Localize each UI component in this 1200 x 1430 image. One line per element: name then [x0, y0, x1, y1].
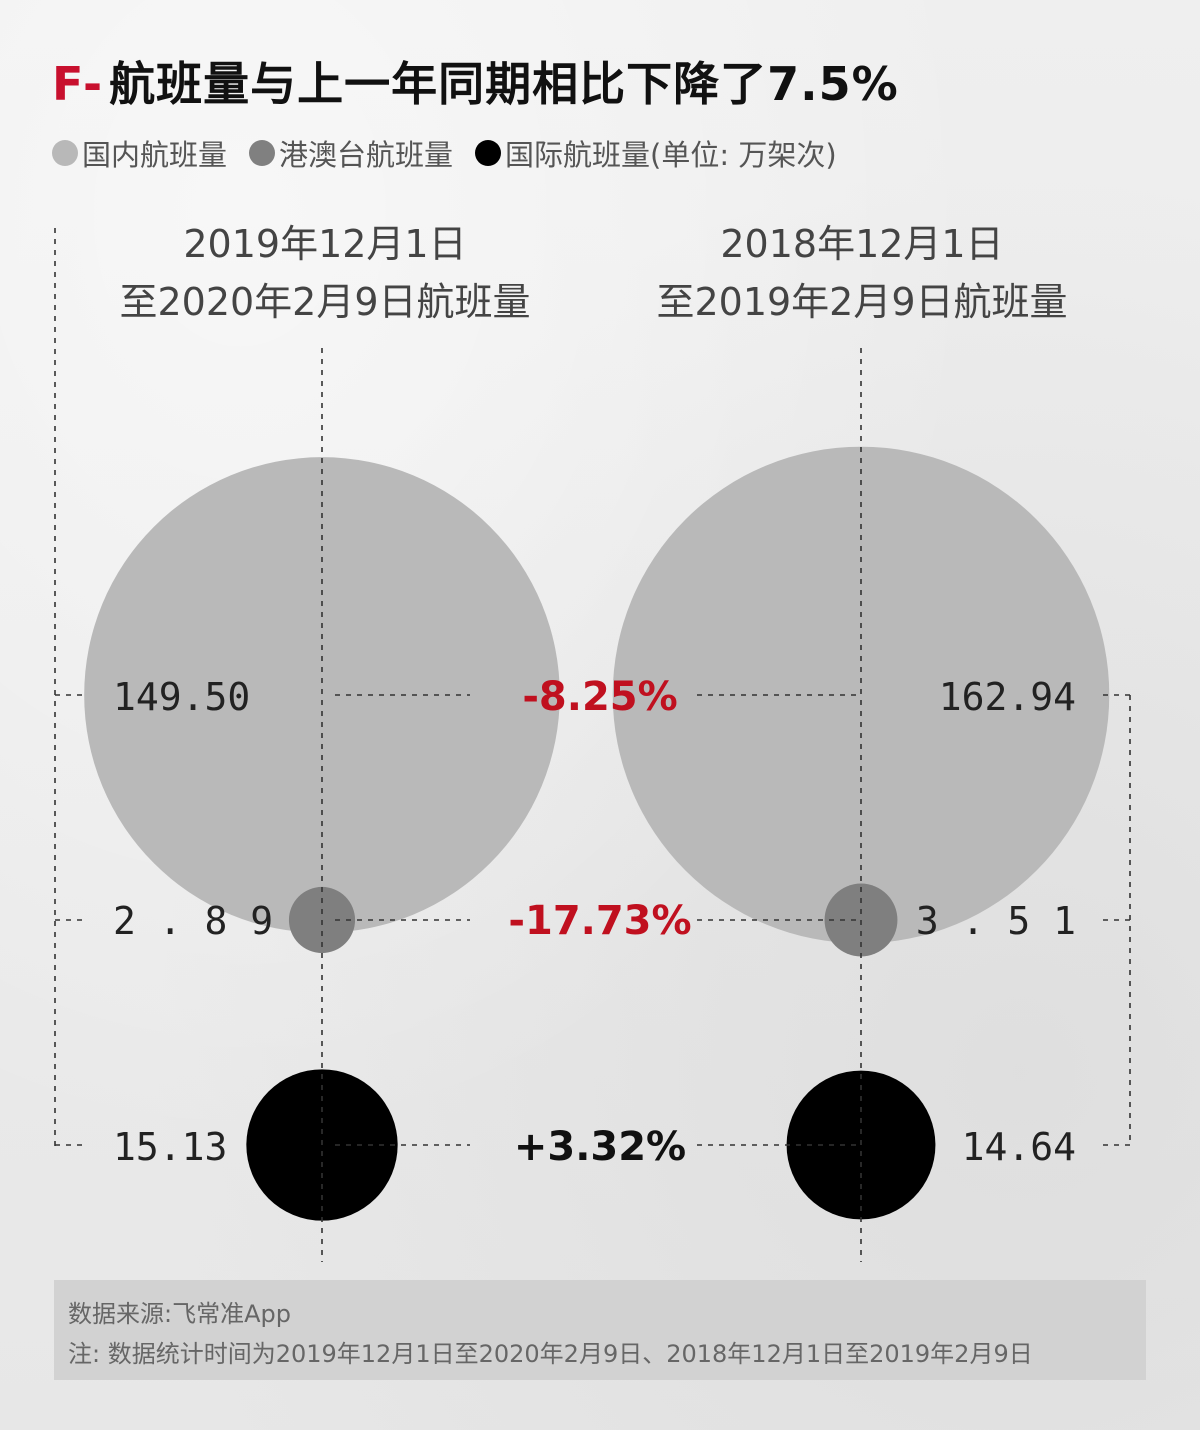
- legend-item-international: 国际航班量(单位: 万架次): [475, 132, 837, 174]
- value-hmt-2020: 2 . 8 9: [113, 899, 274, 943]
- legend-label-domestic: 国内航班量: [82, 138, 228, 172]
- note-text: 注: 数据统计时间为2019年12月1日至2020年2月9日、2018年12月1…: [68, 1340, 1033, 1368]
- chart-title: F- 航班量与上一年同期相比下降了7.5%: [52, 48, 899, 114]
- guide-lines: [54, 228, 1131, 1262]
- value-domestic-2020: 149.50: [113, 675, 251, 719]
- bubble-domestic-2020: [84, 457, 560, 933]
- bubble-domestic-2019: [612, 446, 1110, 944]
- legend: 国内航班量 港澳台航班量 国际航班量(单位: 万架次): [52, 133, 859, 173]
- footer-panel: 数据来源:飞常准App 注: 数据统计时间为2019年12月1日至2020年2月…: [54, 1280, 1146, 1380]
- title-prefix: F-: [52, 57, 104, 111]
- change-international: +3.32%: [513, 1124, 687, 1170]
- value-domestic-2019: 162.94: [938, 675, 1076, 719]
- gray-dot-icon: [249, 140, 276, 166]
- period-right-line1: 2018年12月1日: [720, 222, 1004, 266]
- legend-label-international: 国际航班量(单位: 万架次): [505, 138, 837, 172]
- period-right-line2: 至2019年2月9日航班量: [656, 280, 1068, 324]
- period-left-line1: 2019年12月1日: [183, 222, 467, 266]
- period-label-left: 2019年12月1日 至2020年2月9日航班量: [90, 215, 560, 331]
- legend-label-hmt: 港澳台航班量: [279, 138, 454, 172]
- bubble-layer: [84, 446, 1110, 1221]
- light-gray-dot-icon: [52, 140, 78, 166]
- change-hmt: -17.73%: [508, 898, 692, 944]
- value-international-2020: 15.13: [113, 1125, 228, 1169]
- change-domestic: -8.25%: [522, 674, 678, 720]
- period-left-line2: 至2020年2月9日航班量: [119, 280, 531, 324]
- source-text: 数据来源:飞常准App: [68, 1300, 291, 1328]
- black-dot-icon: [475, 140, 502, 166]
- value-hmt-2019: 3 . 5 1: [915, 899, 1076, 943]
- title-text: 航班量与上一年同期相比下降了7.5%: [109, 57, 899, 111]
- legend-item-hmt: 港澳台航班量: [249, 132, 453, 174]
- legend-item-domestic: 国内航班量: [52, 132, 227, 174]
- period-label-right: 2018年12月1日 至2019年2月9日航班量: [627, 215, 1097, 331]
- value-international-2019: 14.64: [961, 1125, 1076, 1169]
